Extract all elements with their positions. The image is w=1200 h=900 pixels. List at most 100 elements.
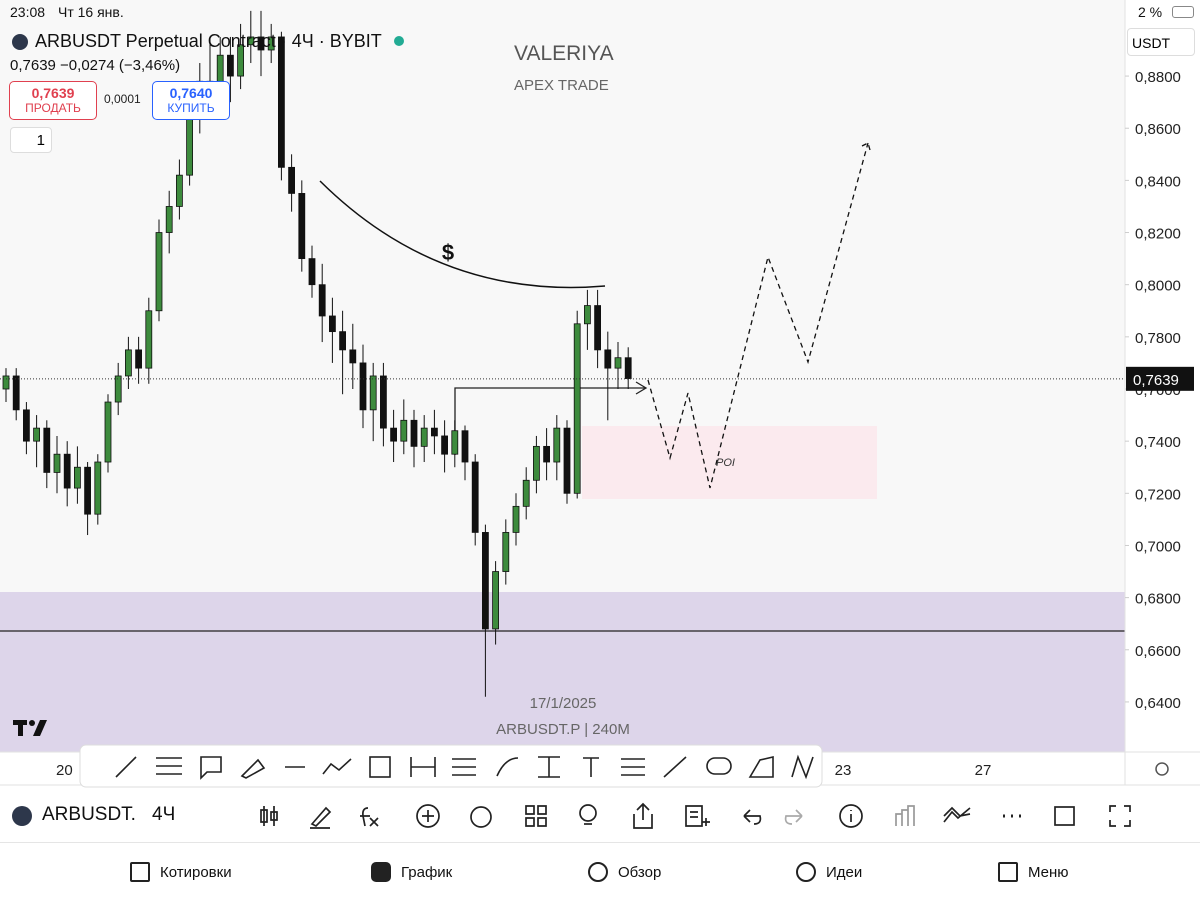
candle-body: [614, 357, 622, 369]
settings-icon[interactable]: [1155, 762, 1169, 776]
draw-icon[interactable]: [310, 806, 332, 829]
candle-body: [328, 315, 336, 333]
rect-tool[interactable]: [369, 756, 391, 778]
candle-body: [277, 36, 285, 168]
candle-body: [165, 206, 173, 233]
idea-icon[interactable]: [579, 804, 597, 822]
alert-icon[interactable]: [470, 806, 492, 828]
add-icon[interactable]: [416, 804, 440, 828]
curve-drawing: [319, 180, 606, 289]
pattern-tool[interactable]: [452, 758, 476, 776]
ray-tool[interactable]: [663, 756, 687, 778]
brush-tool[interactable]: [240, 758, 266, 779]
candle-body: [441, 435, 449, 455]
sell-button[interactable]: 0,7639 ПРОДАТЬ: [9, 81, 97, 120]
last-price-label: 0,7639: [1133, 372, 1179, 389]
dollar-label: $: [442, 240, 454, 265]
data-icon[interactable]: [895, 805, 915, 826]
nav-icon: [588, 862, 608, 882]
indicator-toggle[interactable]: 1: [10, 127, 52, 153]
candle-body: [420, 427, 428, 447]
undo-icon[interactable]: [743, 809, 762, 825]
text-tool[interactable]: [583, 757, 599, 777]
currency: USDT: [1132, 35, 1171, 51]
range-tool[interactable]: [410, 757, 436, 777]
trend-tool[interactable]: [115, 756, 137, 778]
candle-body: [451, 430, 459, 455]
candle-body: [43, 427, 51, 473]
y-tick-label: 0,8400: [1135, 173, 1181, 190]
expand-icon[interactable]: [1109, 805, 1131, 827]
candle-body: [53, 453, 61, 473]
candle-body: [502, 532, 510, 572]
candle-body: [94, 461, 102, 515]
candle-body: [533, 445, 540, 481]
chart-type-icon[interactable]: [260, 806, 278, 826]
arc-tool[interactable]: [496, 757, 519, 777]
note-tool[interactable]: [200, 756, 222, 780]
toolbar-bg: [79, 744, 823, 788]
bottom-nav: Котировки График Обзор Идеи Меню: [0, 845, 1200, 900]
nav-item[interactable]: Идеи: [826, 864, 863, 881]
currency-select[interactable]: USDT: [1127, 28, 1195, 56]
instrument-label: ARBUSDT.P | 240M: [496, 721, 630, 738]
symbol-bar-symbol[interactable]: ARBUSDT.: [42, 804, 136, 825]
candle-body: [186, 114, 194, 176]
fib-tool[interactable]: [156, 757, 182, 775]
candle-body: [175, 174, 183, 207]
candle-body: [247, 36, 255, 46]
candle-body: [135, 349, 143, 369]
poi-zone: [582, 426, 877, 499]
share-icon[interactable]: [633, 802, 653, 829]
candle-body: [288, 166, 296, 194]
candle-body: [63, 453, 71, 489]
measure-tool[interactable]: [538, 756, 560, 778]
channel-tool[interactable]: [621, 758, 645, 776]
watermark-subtitle: APEX TRADE: [514, 77, 609, 94]
fullscreen-icon[interactable]: [1054, 806, 1075, 826]
path-tool[interactable]: [322, 758, 352, 775]
symbol-bar-interval[interactable]: 4Ч: [152, 804, 176, 825]
candle-body: [604, 349, 612, 369]
candle-body: [12, 375, 20, 411]
candle-body: [563, 427, 571, 494]
x-tick-label: 27: [975, 762, 992, 779]
sell-price: 0,7639: [31, 85, 75, 101]
poi-label: POI: [716, 457, 735, 469]
layout-icon[interactable]: [525, 805, 547, 827]
quote: 0,7639 −0,0274 (−3,46%): [10, 57, 181, 74]
y-tick-label: 0,7800: [1135, 330, 1181, 347]
redo-icon[interactable]: [784, 809, 803, 825]
y-tick-label: 0,7200: [1135, 486, 1181, 503]
candle-body: [308, 258, 316, 286]
nav-item[interactable]: Котировки: [160, 864, 232, 881]
info-icon[interactable]: [839, 804, 863, 828]
buy-button[interactable]: 0,7640 КУПИТЬ: [152, 81, 230, 120]
nav-item[interactable]: Обзор: [618, 864, 662, 881]
nav-item[interactable]: Меню: [1028, 864, 1069, 881]
last-price-box: [1126, 366, 1194, 391]
candle-body: [584, 305, 591, 325]
polyline-tool[interactable]: [748, 755, 774, 778]
x-tick-label: 20: [56, 762, 73, 779]
watermark-title: VALERIYA: [514, 42, 614, 65]
symbol-title[interactable]: ARBUSDT Perpetual Contract · 4Ч · BYBIT: [35, 31, 382, 51]
shape-tool[interactable]: [706, 757, 732, 775]
publish-icon[interactable]: [685, 805, 710, 827]
indicator-icon[interactable]: [360, 807, 379, 827]
candle-body: [2, 375, 10, 390]
date-marker: 17/1/2025: [530, 695, 597, 712]
spread: 0,0001: [104, 92, 141, 106]
candle-body: [33, 427, 40, 442]
compare-icon[interactable]: [943, 806, 971, 823]
xabcd-tool[interactable]: [791, 754, 814, 780]
candle-body: [481, 532, 489, 630]
candle-body: [461, 430, 469, 463]
candle-body: [226, 54, 234, 77]
nav-icon: [371, 862, 391, 882]
x-tick-label: 23: [835, 762, 852, 779]
candle-body: [339, 331, 347, 351]
candle-body: [430, 427, 438, 437]
nav-item[interactable]: График: [401, 864, 453, 881]
